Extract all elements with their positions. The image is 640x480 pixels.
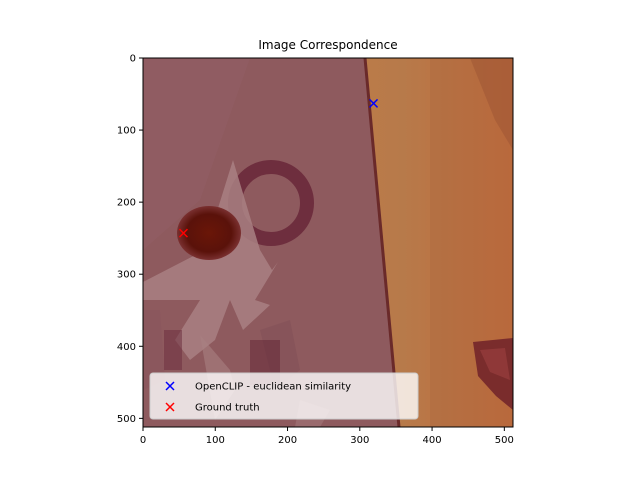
legend-marker-1 (165, 402, 175, 412)
legend: OpenCLIP - euclidean similarity Ground tr… (149, 372, 419, 420)
marker-series-1 (178, 228, 188, 238)
legend-label-1: Ground truth (195, 403, 260, 414)
chart-title: Image Correspondence (258, 38, 397, 52)
y-tick-label: 0 (130, 54, 136, 65)
marker-series-0 (368, 98, 379, 108)
x-tick-label: 400 (423, 435, 442, 446)
legend-marker-0 (165, 381, 175, 391)
y-tick-label: 200 (117, 198, 136, 209)
x-tick-label: 200 (278, 435, 297, 446)
y-axis: 0 100 200 300 400 500 (117, 54, 143, 425)
data-markers (178, 98, 379, 238)
legend-label-0: OpenCLIP - euclidean similarity (195, 382, 351, 393)
y-tick-label: 300 (117, 270, 136, 281)
legend-box (149, 372, 419, 420)
x-tick-label: 500 (495, 435, 514, 446)
x-tick-label: 0 (140, 435, 146, 446)
x-tick-label: 100 (206, 435, 225, 446)
background-photo (143, 58, 513, 427)
y-tick-label: 500 (117, 414, 136, 425)
plot-frame (142, 57, 514, 428)
y-tick-label: 400 (117, 342, 136, 353)
x-tick-label: 300 (350, 435, 369, 446)
y-tick-label: 100 (117, 126, 136, 137)
x-axis: 0 100 200 300 400 500 (140, 427, 514, 446)
